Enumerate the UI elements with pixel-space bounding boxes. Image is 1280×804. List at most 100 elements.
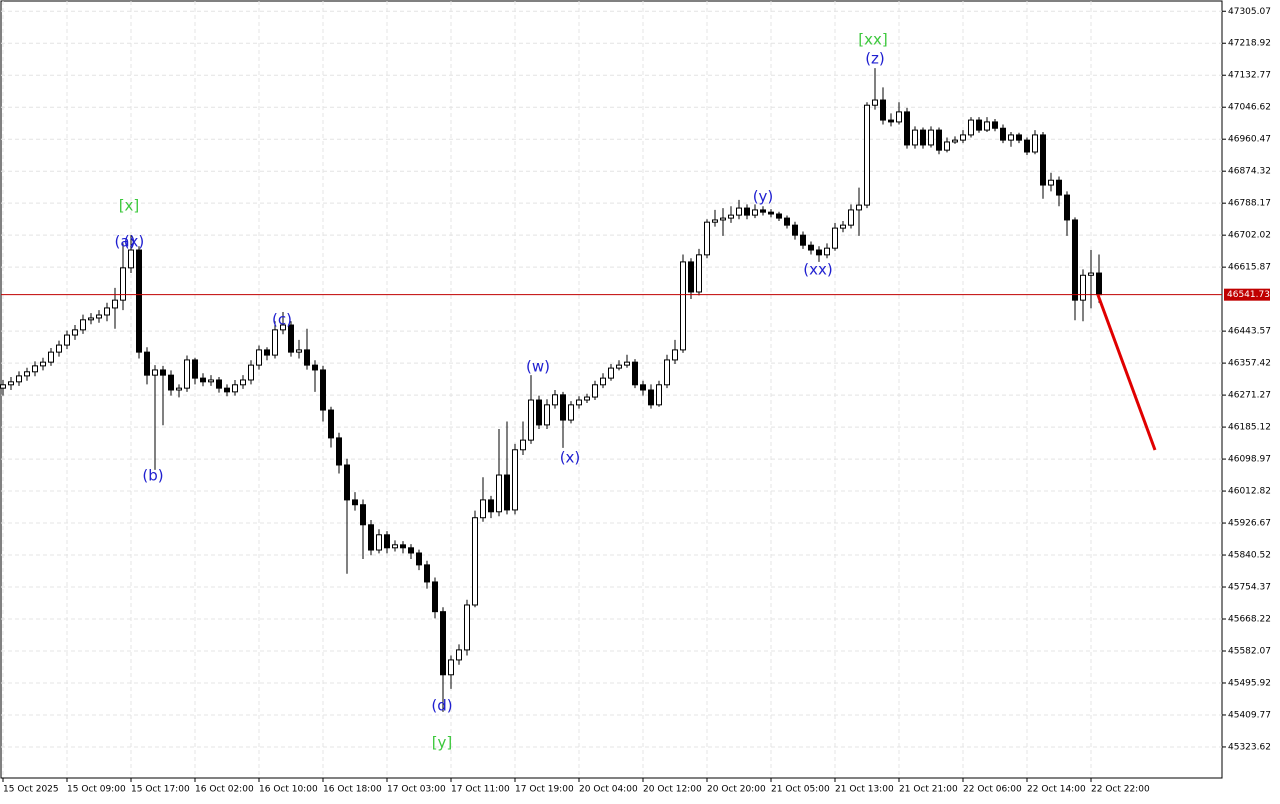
candle-body bbox=[912, 129, 918, 146]
candle-body bbox=[152, 369, 158, 376]
candle-body bbox=[496, 474, 502, 513]
candle-body bbox=[840, 224, 846, 229]
x-tick-label: 21 Oct 13:00 bbox=[835, 785, 894, 795]
x-tick-label: 21 Oct 21:00 bbox=[899, 785, 958, 795]
candle-body bbox=[584, 396, 590, 401]
candle-body bbox=[880, 99, 886, 121]
candle-body bbox=[744, 207, 750, 216]
candle-body bbox=[976, 119, 982, 131]
candle-body bbox=[424, 564, 430, 583]
wave-label: (xx) bbox=[803, 261, 832, 279]
y-tick-label: 45668.22 bbox=[1228, 615, 1271, 625]
wave-label: (d) bbox=[431, 697, 452, 715]
candle-body bbox=[664, 359, 670, 386]
candle-body bbox=[232, 384, 238, 393]
candle-body bbox=[416, 552, 422, 566]
candle-body bbox=[560, 394, 566, 421]
candle-body bbox=[888, 119, 894, 123]
candle-body bbox=[464, 604, 470, 651]
y-tick-label: 47305.07 bbox=[1228, 7, 1271, 17]
candle-body bbox=[808, 244, 814, 251]
candle-body bbox=[656, 384, 662, 406]
candle-body bbox=[16, 375, 22, 383]
candle-body bbox=[408, 547, 414, 554]
x-tick-label: 15 Oct 09:00 bbox=[67, 785, 126, 795]
candle-body bbox=[640, 384, 646, 391]
candle-body bbox=[936, 129, 942, 151]
wave-label: (z) bbox=[865, 50, 885, 68]
current-price-label: 46541.73 bbox=[1227, 290, 1270, 300]
x-tick-label: 22 Oct 14:00 bbox=[1027, 785, 1086, 795]
candle-body bbox=[64, 334, 70, 346]
wave-label: (y) bbox=[753, 188, 774, 206]
candle-body bbox=[0, 384, 6, 389]
candle-body bbox=[520, 439, 526, 451]
y-tick-label: 46874.32 bbox=[1228, 167, 1271, 177]
y-tick-label: 46788.17 bbox=[1228, 199, 1271, 209]
y-tick-label: 46960.47 bbox=[1228, 135, 1271, 145]
candle-body bbox=[488, 499, 494, 513]
y-tick-label: 45582.07 bbox=[1228, 646, 1271, 656]
x-tick-label: 20 Oct 04:00 bbox=[579, 785, 638, 795]
candle-body bbox=[144, 351, 150, 376]
candle-body bbox=[824, 247, 830, 256]
candle-body bbox=[72, 329, 78, 336]
forecast-arrow bbox=[1096, 294, 1157, 451]
candle-body bbox=[480, 499, 486, 519]
candle-body bbox=[1040, 134, 1046, 186]
candle-body bbox=[136, 249, 142, 353]
y-tick-label: 46615.87 bbox=[1228, 263, 1271, 273]
x-tick-label: 22 Oct 06:00 bbox=[963, 785, 1022, 795]
x-tick-label: 20 Oct 20:00 bbox=[707, 785, 766, 795]
candle-body bbox=[592, 384, 598, 398]
y-tick-label: 45840.52 bbox=[1228, 551, 1271, 561]
candle-body bbox=[944, 141, 950, 151]
y-tick-label: 46185.12 bbox=[1228, 423, 1271, 433]
x-tick-label: 16 Oct 10:00 bbox=[259, 785, 318, 795]
candle-body bbox=[472, 517, 478, 606]
candle-body bbox=[400, 544, 406, 549]
candle-body bbox=[256, 349, 262, 366]
candle-body bbox=[112, 299, 118, 309]
candle-body bbox=[952, 139, 958, 143]
candle-body bbox=[568, 404, 574, 421]
candle-body bbox=[512, 449, 518, 511]
candle-body bbox=[456, 649, 462, 661]
candle-body bbox=[672, 349, 678, 361]
candle-body bbox=[1024, 139, 1030, 153]
candle-body bbox=[24, 371, 30, 377]
x-tick-label: 17 Oct 03:00 bbox=[387, 785, 446, 795]
candle-body bbox=[168, 374, 174, 391]
candle-body bbox=[80, 319, 86, 331]
y-tick-label: 46702.02 bbox=[1228, 231, 1271, 241]
candle-body bbox=[928, 129, 934, 146]
wave-label: (b) bbox=[142, 467, 163, 485]
wave-label: (w) bbox=[526, 358, 550, 376]
candle-body bbox=[688, 261, 694, 293]
candle-body bbox=[1056, 179, 1062, 196]
candle-body bbox=[320, 369, 326, 411]
candle-body bbox=[392, 544, 398, 549]
candle-body bbox=[696, 254, 702, 293]
candle-body bbox=[56, 344, 62, 353]
candle-body bbox=[1096, 272, 1102, 296]
candle-body bbox=[48, 351, 54, 363]
candle-body bbox=[296, 349, 302, 353]
y-tick-label: 45926.67 bbox=[1228, 519, 1271, 529]
candle-body bbox=[680, 261, 686, 351]
wave-label: [xx] bbox=[858, 31, 887, 49]
candle-body bbox=[624, 361, 630, 366]
candle-body bbox=[176, 387, 182, 391]
candle-body bbox=[264, 349, 270, 356]
x-tick-label: 16 Oct 02:00 bbox=[195, 785, 254, 795]
candle-body bbox=[1048, 179, 1054, 186]
candle-body bbox=[280, 324, 286, 331]
x-tick-label: 22 Oct 22:00 bbox=[1091, 785, 1150, 795]
candle-body bbox=[360, 504, 366, 526]
candle-body bbox=[104, 307, 110, 316]
candle-body bbox=[1008, 134, 1014, 141]
x-tick-label: 15 Oct 2025 bbox=[3, 785, 59, 795]
candle-body bbox=[896, 111, 902, 123]
candle-body bbox=[216, 379, 222, 389]
